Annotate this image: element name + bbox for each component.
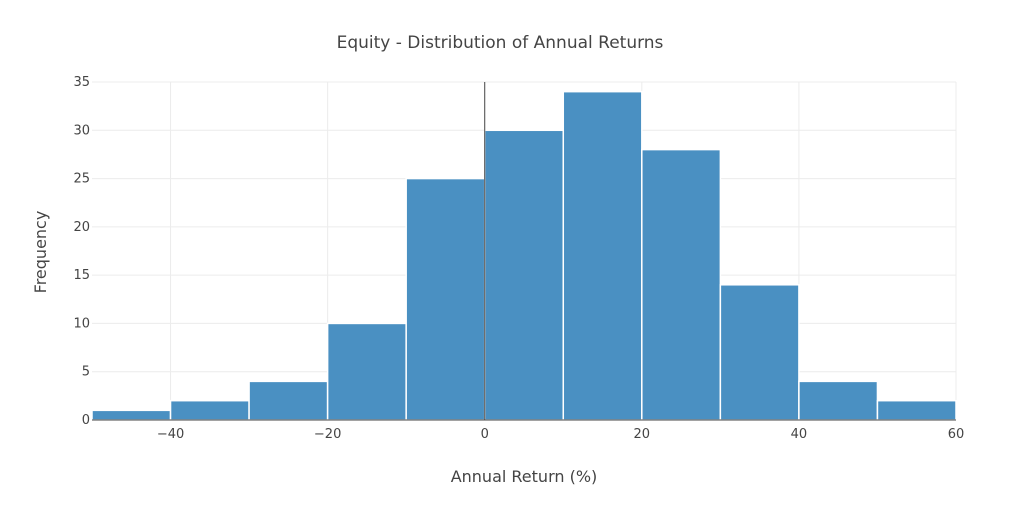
y-tick-label: 0 [82,413,90,428]
y-tick-label: 15 [73,268,90,283]
histogram-bar [798,380,879,421]
x-tick-label: 40 [791,427,808,442]
y-tick-label: 5 [82,365,90,380]
y-axis-label: Frequency [31,211,50,294]
x-tick-label: 20 [634,427,651,442]
x-tick-label: 60 [948,427,965,442]
x-tick-label: −40 [157,427,184,442]
x-axis-label: Annual Return (%) [451,467,598,486]
y-tick-label: 10 [73,316,90,331]
histogram-bar [876,399,957,421]
histogram-bar [169,399,250,421]
x-tick-label: 0 [481,427,489,442]
bars [91,90,957,421]
y-tick-labels: 0 5 10 15 20 25 30 35 [73,75,90,428]
y-tick-label: 20 [73,220,90,235]
chart-title: Equity - Distribution of Annual Returns [337,33,664,53]
histogram-bar [562,90,643,421]
histogram-bar [91,409,172,421]
histogram-bar [483,129,565,421]
histogram-bar [405,177,486,421]
histogram-bar [641,148,722,421]
x-tick-labels: −40 −20 0 20 40 60 [157,427,964,442]
y-tick-label: 35 [73,75,90,90]
y-tick-label: 30 [73,123,90,138]
histogram-bar [326,322,407,421]
histogram-bar [719,284,800,421]
x-tick-label: −20 [314,427,341,442]
y-tick-label: 25 [73,172,90,187]
histogram-bar [248,380,329,421]
